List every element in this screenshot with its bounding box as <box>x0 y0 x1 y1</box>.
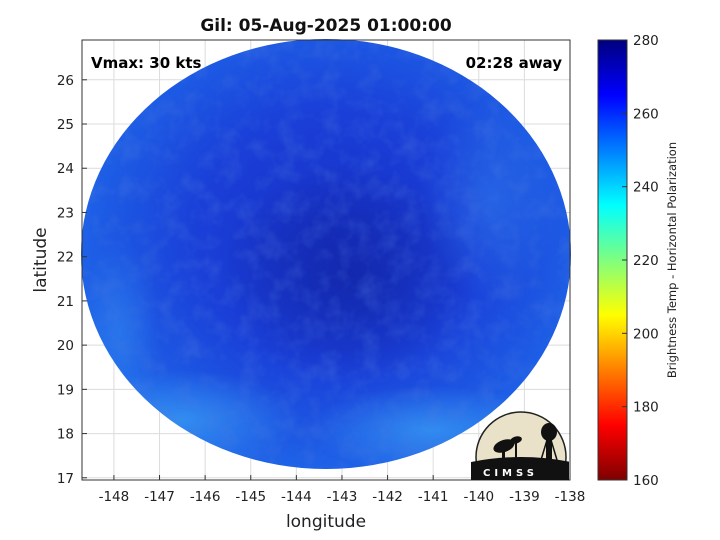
y-tick-label: 26 <box>57 73 74 89</box>
y-tick-label: 18 <box>57 427 74 443</box>
colorbar-tick-label: 220 <box>633 253 659 269</box>
y-tick-label: 24 <box>57 161 74 177</box>
y-tick-label: 21 <box>57 294 74 310</box>
colorbar-tick-label: 180 <box>633 400 659 416</box>
x-tick-label: -144 <box>281 489 312 505</box>
logo-text: CIMSS <box>483 468 538 479</box>
x-tick-label: -138 <box>555 489 586 505</box>
colorbar-tick-label: 160 <box>633 473 659 489</box>
x-tick-label: -141 <box>418 489 449 505</box>
x-tick-label: -148 <box>99 489 130 505</box>
x-tick-label: -140 <box>463 489 494 505</box>
plot-frame <box>81 39 571 481</box>
y-tick-label: 19 <box>57 382 74 398</box>
x-tick-label: -146 <box>190 489 221 505</box>
y-axis-label: latitude <box>31 227 51 292</box>
colorbar-tick-label: 200 <box>633 326 659 342</box>
y-tick-label: 23 <box>57 205 74 221</box>
y-tick-label: 22 <box>57 250 74 266</box>
colorbar-ticks: 280 260 240 220 200 180 160 <box>622 33 659 489</box>
x-axis-label: longitude <box>286 512 366 532</box>
colorbar-label: Brightness Temp - Horizontal Polarizatio… <box>665 142 679 378</box>
vmax-annotation: Vmax: 30 kts <box>91 54 201 72</box>
x-tick-label: -142 <box>372 489 403 505</box>
y-tick-labels: 26 25 24 23 22 21 20 19 18 17 <box>57 73 74 487</box>
y-tick-label: 25 <box>57 117 74 133</box>
colorbar-tick-label: 240 <box>633 180 659 196</box>
x-tick-label: -139 <box>509 489 540 505</box>
chart-title: Gil: 05-Aug-2025 01:00:00 <box>200 16 451 36</box>
colorbar: 280 260 240 220 200 180 160 Brightness Temp - … <box>597 33 679 489</box>
y-tick-label: 20 <box>57 338 74 354</box>
x-tick-labels: -148 -147 -146 -145 -144 -143 -142 -141 -140 -139… <box>99 489 586 505</box>
cimss-logo: CIMSS <box>471 411 569 480</box>
colorbar-tick-label: 280 <box>633 33 659 49</box>
colorbar-tick-label: 260 <box>633 106 659 122</box>
x-tick-label: -147 <box>144 489 175 505</box>
y-tick-label: 17 <box>57 471 74 487</box>
microwave-imagery-disc <box>81 39 571 469</box>
x-tick-label: -145 <box>235 489 266 505</box>
x-tick-label: -143 <box>327 489 358 505</box>
time-away-annotation: 02:28 away <box>466 54 563 72</box>
